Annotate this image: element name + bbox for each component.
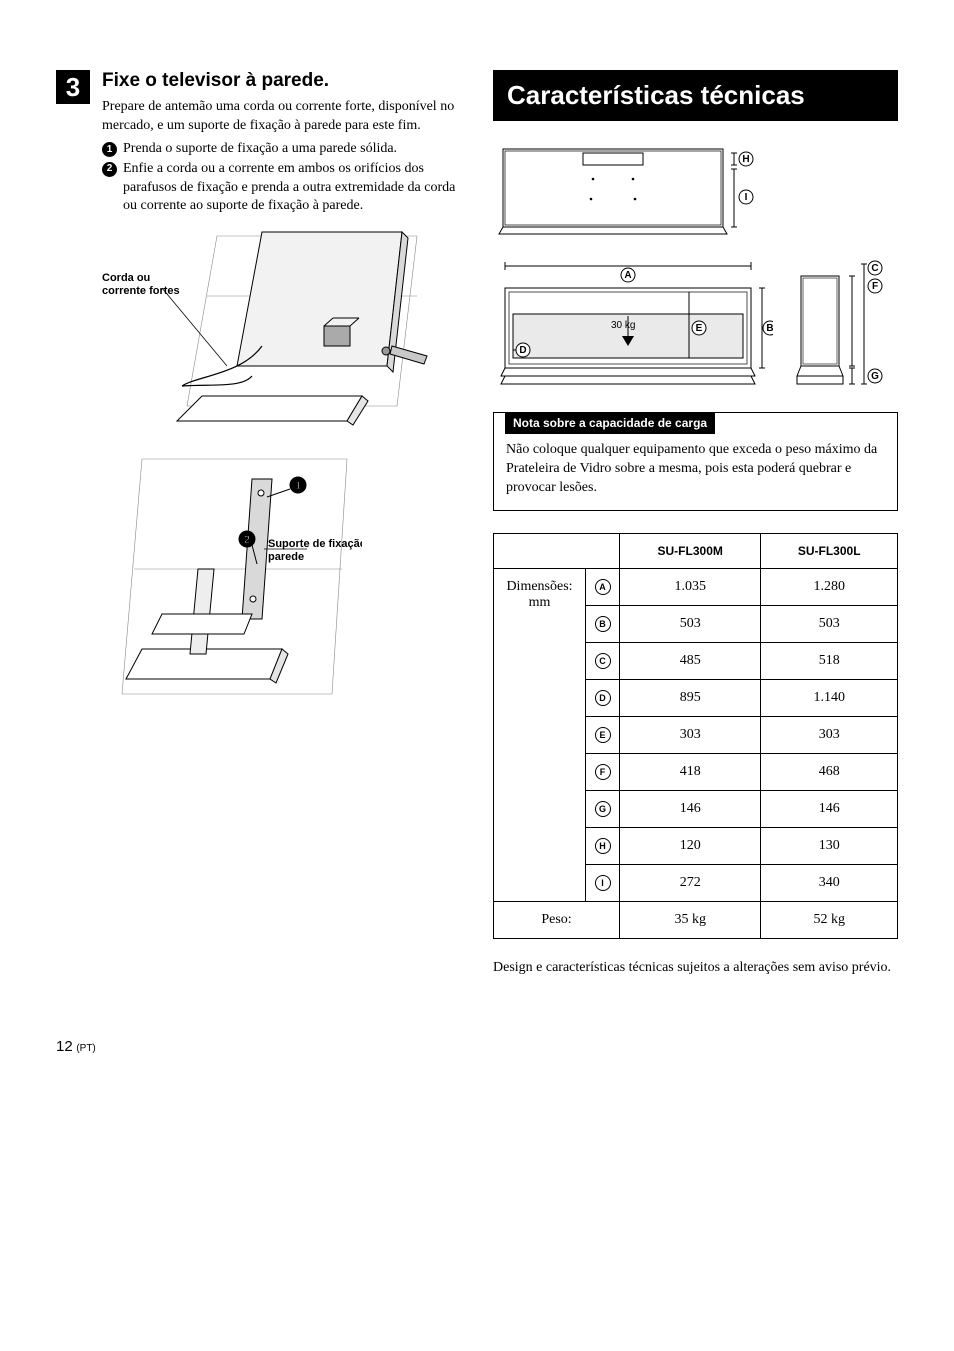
step-title: Fixe o televisor à parede. [102, 70, 461, 92]
svg-text:E: E [696, 323, 703, 334]
peso-value-l: 52 kg [761, 901, 898, 938]
figure1-label-line2: corrente fortes [102, 285, 180, 297]
dim-letter: C [586, 642, 620, 679]
dim-value-l: 468 [761, 753, 898, 790]
svg-text:C: C [871, 263, 878, 274]
specifications-table: SU-FL300M SU-FL300L Dimensões:mmA1.0351.… [493, 533, 898, 939]
svg-text:30 kg: 30 kg [611, 320, 635, 331]
page-number: 12 (PT) [56, 1038, 898, 1055]
figure-wall-bracket: 1 2 Suporte de fixação à [102, 449, 362, 709]
step-number-badge: 3 [56, 70, 90, 104]
dim-value-l: 146 [761, 790, 898, 827]
dim-value-l: 340 [761, 864, 898, 901]
note-body: Não coloque qualquer equipamento que exc… [506, 441, 885, 498]
dim-value-m: 503 [620, 605, 761, 642]
dim-letter: H [586, 827, 620, 864]
col-header-l: SU-FL300L [761, 533, 898, 568]
dim-value-l: 130 [761, 827, 898, 864]
spec-diagram-top: H I [493, 139, 763, 239]
dim-value-m: 418 [620, 753, 761, 790]
dim-value-l: 1.140 [761, 679, 898, 716]
dim-value-m: 146 [620, 790, 761, 827]
figure2-label-line1: Suporte de fixação à [268, 538, 362, 550]
dim-value-m: 303 [620, 716, 761, 753]
figure-tv-cord: Corda ou corrente fortes [102, 226, 432, 426]
dim-value-m: 1.035 [620, 568, 761, 605]
figure2-label-line2: parede [268, 551, 304, 563]
svg-text:G: G [871, 371, 879, 382]
dim-value-m: 485 [620, 642, 761, 679]
dim-letter: B [586, 605, 620, 642]
svg-text:I: I [745, 192, 748, 203]
peso-value-m: 35 kg [620, 901, 761, 938]
substep-badge-2: 2 [102, 162, 117, 177]
dim-letter: A [586, 568, 620, 605]
substep-text-1: Prenda o suporte de fixação a uma parede… [123, 140, 397, 159]
dim-letter: D [586, 679, 620, 716]
svg-text:D: D [519, 345, 526, 356]
svg-text:B: B [766, 323, 773, 334]
dim-value-m: 272 [620, 864, 761, 901]
step-intro-text: Prepare de antemão uma corda ou corrente… [102, 98, 461, 136]
dim-letter: F [586, 753, 620, 790]
dim-value-l: 518 [761, 642, 898, 679]
dim-value-l: 303 [761, 716, 898, 753]
svg-text:2: 2 [244, 534, 250, 546]
dim-value-l: 503 [761, 605, 898, 642]
dim-letter: E [586, 716, 620, 753]
col-header-m: SU-FL300M [620, 533, 761, 568]
spec-diagram-side: C F G [793, 258, 883, 398]
substep-badge-1: 1 [102, 142, 117, 157]
substep-text-2: Enfie a corda ou a corrente em ambos os … [123, 160, 461, 217]
svg-text:F: F [872, 281, 878, 292]
svg-text:1: 1 [295, 480, 301, 492]
row-label-dimensions: Dimensões:mm [494, 568, 586, 901]
figure1-label-line1: Corda ou [102, 272, 150, 284]
dim-value-m: 895 [620, 679, 761, 716]
svg-text:H: H [742, 154, 749, 165]
dim-value-l: 1.280 [761, 568, 898, 605]
dim-letter: I [586, 864, 620, 901]
note-title: Nota sobre a capacidade de carga [505, 412, 715, 434]
footer-disclaimer: Design e características técnicas sujeit… [493, 959, 898, 978]
section-title: Características técnicas [493, 70, 898, 121]
spec-diagram-front: 30 kg A D E B [493, 258, 773, 398]
svg-text:A: A [624, 270, 631, 281]
dim-value-m: 120 [620, 827, 761, 864]
row-label-peso: Peso: [494, 901, 620, 938]
dim-letter: G [586, 790, 620, 827]
load-capacity-note: Nota sobre a capacidade de carga Não col… [493, 412, 898, 511]
